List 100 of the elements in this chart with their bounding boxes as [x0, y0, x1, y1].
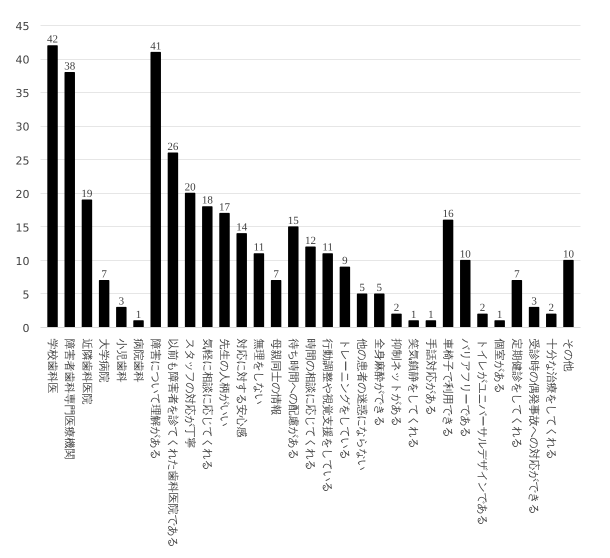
y-tick-label: 30 [16, 120, 30, 134]
bar [116, 306, 127, 328]
data-label: 12 [305, 234, 316, 247]
x-tick-label: 行動調整や視覚支援をしている [321, 338, 334, 492]
x-tick-label: 学校歯科医 [46, 338, 60, 394]
x-tick-label: 障害について理解がある [149, 338, 162, 460]
bar [270, 280, 282, 328]
bar [202, 206, 213, 328]
data-label: 7 [514, 268, 520, 281]
bar [305, 246, 316, 328]
x-tick-label: 十分な治療をしてくれる [544, 338, 558, 460]
bar [442, 220, 454, 328]
bar [82, 200, 92, 328]
x-tick-label: 車椅子で利用できる [442, 338, 455, 438]
x-tick-label: 手話対応がある [424, 338, 438, 416]
data-label: 11 [254, 242, 264, 254]
x-tick-label: 大学病院 [98, 338, 111, 382]
data-label: 7 [273, 268, 280, 281]
bar [408, 320, 419, 328]
y-tick-label: 0 [22, 322, 30, 335]
bar [528, 306, 540, 328]
data-label: 1 [428, 308, 434, 321]
data-label: 1 [410, 308, 416, 321]
bar [460, 260, 471, 328]
x-tick-label: 先生の人柄がいい [218, 338, 232, 426]
bar [184, 192, 196, 328]
x-tick-label: 小児歯科 [114, 338, 128, 382]
data-label: 42 [47, 34, 58, 46]
data-label: 1 [496, 308, 502, 321]
bar [150, 52, 161, 328]
y-tick-label: 15 [16, 221, 30, 234]
data-label: 17 [219, 201, 231, 214]
y-tick-label: 10 [16, 254, 30, 268]
x-tick-label: 無理をしない [252, 338, 266, 404]
data-label: 10 [562, 248, 574, 260]
data-label: 2 [394, 302, 400, 314]
bar [236, 233, 247, 328]
bar [340, 266, 350, 328]
data-label: 3 [531, 295, 538, 308]
data-label: 19 [81, 188, 93, 200]
bar [546, 314, 556, 328]
y-tick-label: 25 [16, 154, 30, 168]
x-tick-label: 笑気鎮静をしてくれる [407, 338, 420, 448]
bar [254, 253, 264, 328]
x-tick-label: その他 [562, 338, 575, 372]
data-label: 1 [136, 308, 142, 321]
bar [219, 212, 230, 328]
data-label: 9 [342, 255, 348, 268]
data-label: 26 [167, 141, 179, 154]
y-tick-label: 45 [16, 20, 30, 34]
data-label: 7 [101, 268, 108, 281]
x-tick-label: 待ち時間への配慮がある [286, 338, 300, 460]
x-tick-label: 定期健診をしてくれる [510, 338, 524, 448]
x-tick-label: トイレがユニバーサルデザインである [476, 338, 489, 526]
bar [391, 314, 402, 328]
bar [64, 72, 75, 328]
y-tick-label: 40 [16, 54, 30, 67]
x-tick-label: 全身麻酔ができる [372, 338, 386, 426]
data-label: 15 [288, 214, 300, 227]
data-label: 3 [118, 295, 125, 308]
x-tick-label: 障害者歯科専門医療機関 [63, 338, 76, 460]
x-tick-label: 母親同士の情報 [270, 338, 283, 416]
data-label: 38 [64, 60, 76, 73]
data-label: 16 [442, 208, 454, 220]
x-tick-label: 個室がある [493, 338, 506, 394]
bar [288, 226, 299, 328]
bar [477, 314, 488, 328]
bar [426, 320, 436, 328]
bar [133, 320, 144, 328]
bar [168, 152, 178, 328]
x-tick-label: スタッフの対応が丁寧 [184, 338, 197, 448]
data-label: 10 [460, 248, 472, 260]
x-tick-label: 以前も障害者を診てくれた歯科医院である [166, 338, 180, 548]
y-tick-label: 20 [16, 188, 30, 201]
bar [563, 260, 574, 328]
bar [356, 293, 368, 328]
bar [374, 293, 385, 328]
data-label: 5 [376, 282, 383, 294]
x-tick-label: 病院歯科 [132, 338, 146, 382]
data-label: 14 [236, 222, 248, 234]
x-tick-label: バリアフリーである [458, 338, 472, 438]
data-label: 20 [184, 181, 196, 194]
x-tick-label: 抑制ネットがある [390, 338, 403, 426]
data-label: 2 [480, 302, 486, 314]
y-tick-label: 5 [22, 288, 30, 302]
x-tick-label: 時間の相談に応じてくれる [304, 338, 317, 470]
bar [47, 45, 58, 328]
data-label: 41 [150, 40, 162, 52]
x-tick-label: 受診時の偶発事故への対応ができる [528, 338, 541, 514]
data-label: 18 [202, 194, 214, 207]
bar [98, 280, 110, 328]
y-tick-label: 35 [16, 87, 30, 100]
x-tick-label: 他の患者の迷惑にならない [356, 338, 369, 470]
data-label: 11 [322, 242, 333, 254]
bar [494, 320, 505, 328]
x-tick-label: 気軽に相談に応じてくれる [200, 338, 214, 470]
x-tick-label: 対応に対する安心感 [235, 338, 248, 438]
x-tick-label: トレーニングをしている [338, 338, 352, 460]
bar [322, 253, 333, 328]
data-label: 5 [359, 282, 366, 294]
